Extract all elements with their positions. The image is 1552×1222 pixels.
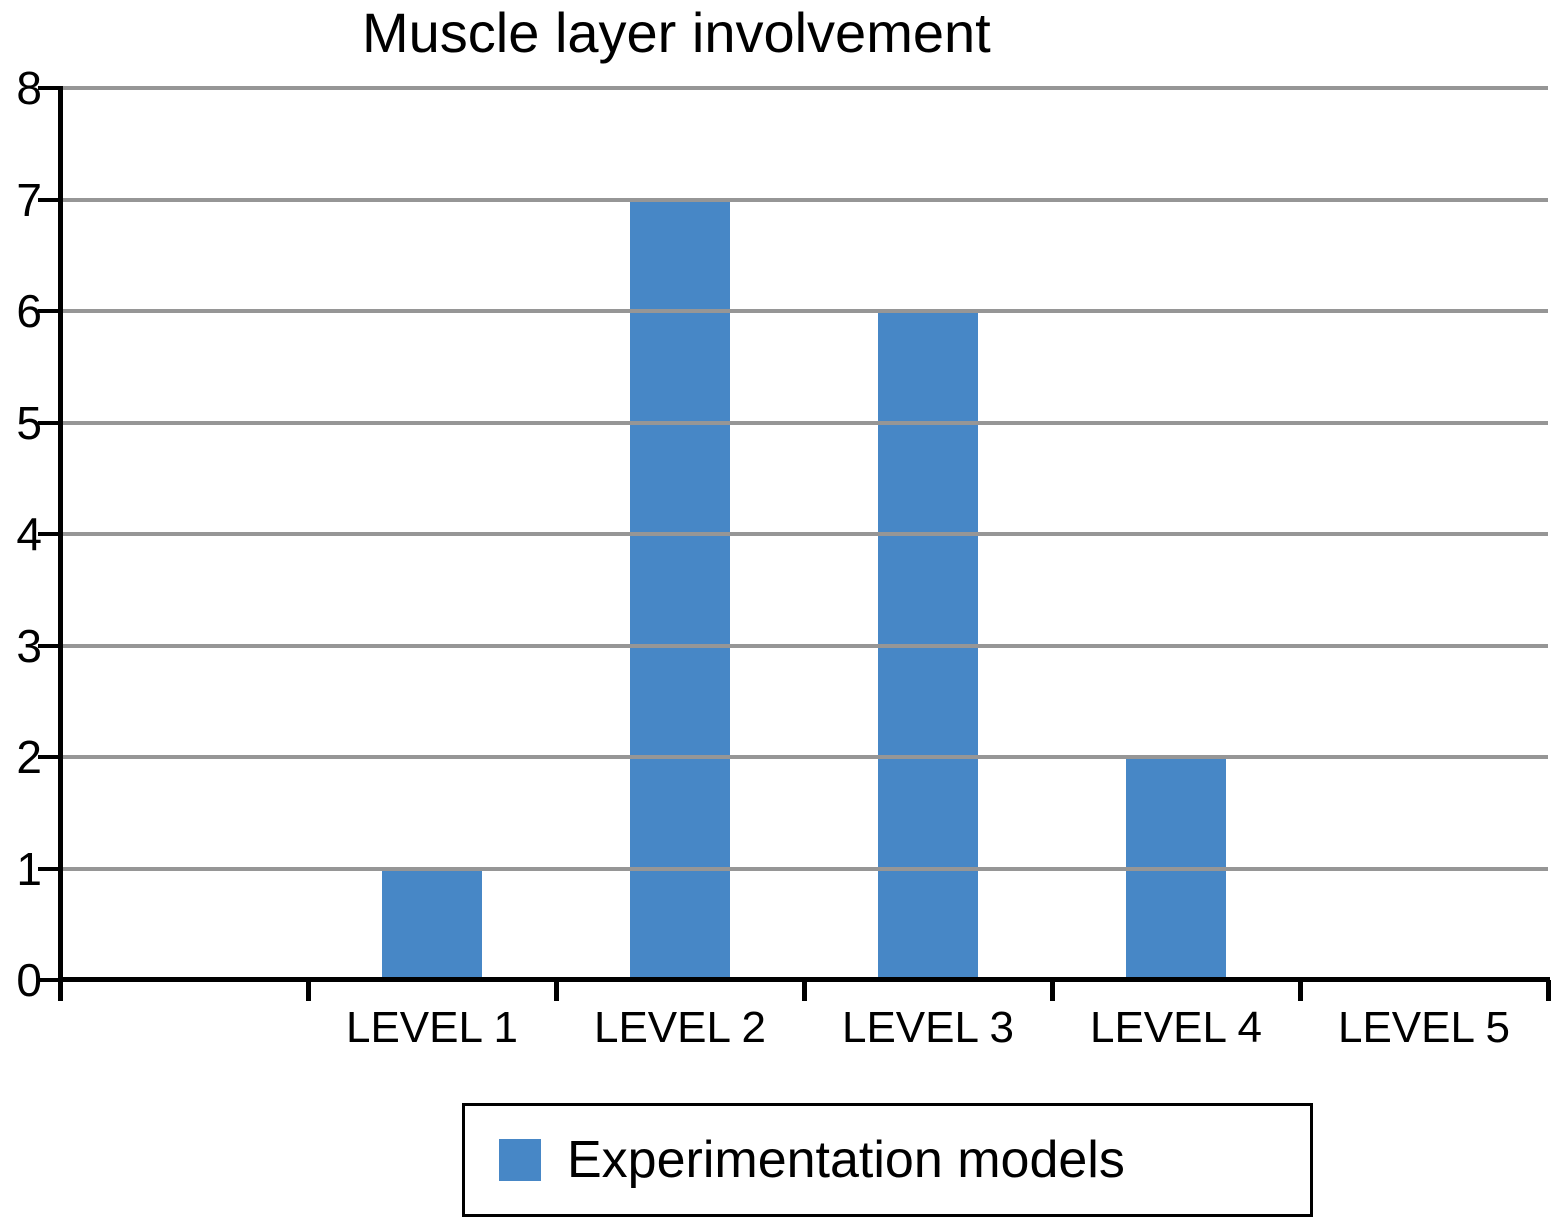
y-axis-tick-6 (38, 309, 60, 313)
gridline-5 (60, 420, 1548, 425)
y-axis-tick-4 (38, 532, 60, 536)
gridline-7 (60, 197, 1548, 202)
y-axis-tick-2 (38, 755, 60, 759)
y-axis-line (58, 86, 63, 983)
y-axis-tick-5 (38, 420, 60, 425)
y-axis-tick-8 (38, 86, 60, 90)
x-axis-label-level-2: LEVEL 2 (593, 1003, 767, 1052)
y-axis-label-1: 1 (16, 842, 42, 895)
legend: Experimentation models (462, 1103, 1313, 1217)
gridline-1 (60, 866, 1548, 871)
x-axis-tick-4 (1049, 980, 1055, 1001)
x-axis-label-level-4: LEVEL 4 (1089, 1003, 1263, 1052)
x-axis-label-level-1: LEVEL 1 (345, 1003, 519, 1052)
gridline-8 (60, 86, 1548, 90)
bar-level-1 (382, 870, 482, 978)
y-axis-label-0: 0 (16, 954, 42, 1006)
y-axis-tick-3 (38, 643, 60, 648)
gridline-3 (60, 643, 1548, 648)
x-axis-tick-0 (57, 980, 63, 1001)
y-axis-tick-1 (38, 866, 60, 871)
x-axis-line (58, 977, 1550, 982)
legend-swatch-icon (499, 1139, 541, 1181)
y-axis-label-6: 6 (16, 285, 42, 337)
y-axis-label-4: 4 (16, 508, 42, 560)
y-axis-tick-7 (38, 197, 60, 202)
bar-level-2 (630, 201, 730, 978)
gridline-4 (60, 532, 1548, 536)
x-axis-label-level-3: LEVEL 3 (841, 1003, 1015, 1052)
legend-label: Experimentation models (567, 1131, 1125, 1189)
y-axis-label-8: 8 (16, 62, 42, 114)
x-axis-tick-3 (801, 980, 807, 1001)
x-axis-tick-1 (305, 980, 311, 1001)
gridline-2 (60, 755, 1548, 759)
y-axis-tick-0 (38, 978, 60, 982)
y-axis-label-5: 5 (16, 396, 42, 449)
gridline-6 (60, 309, 1548, 313)
x-axis-tick-6 (1545, 980, 1551, 1001)
chart-title: Muscle layer involvement (362, 1, 991, 64)
x-axis-tick-5 (1297, 980, 1303, 1001)
x-axis-tick-2 (553, 980, 559, 1001)
y-axis-label-2: 2 (16, 731, 42, 783)
y-axis-label-7: 7 (16, 173, 42, 226)
x-axis-label-level-5: LEVEL 5 (1337, 1003, 1511, 1052)
y-axis-label-3: 3 (16, 619, 42, 672)
